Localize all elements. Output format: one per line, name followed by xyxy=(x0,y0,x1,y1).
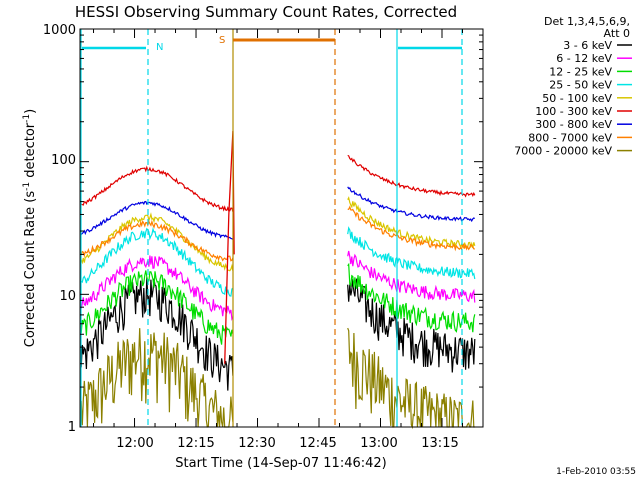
x-tick-label: 12:15 xyxy=(177,436,214,451)
legend-label: 800 - 7000 keV xyxy=(528,131,612,144)
x-axis-label: Start Time (14-Sep-07 11:46:42) xyxy=(175,456,386,471)
series-line xyxy=(347,154,476,198)
chart-title: HESSI Observing Summary Count Rates, Cor… xyxy=(75,3,457,21)
x-tick-label: 12:45 xyxy=(299,436,336,451)
legend-header: Det 1,3,4,5,6,9, xyxy=(544,15,630,28)
plot-frame xyxy=(79,28,484,428)
y-tick-label: 1 xyxy=(68,420,76,435)
series-line xyxy=(347,226,476,280)
series-line xyxy=(80,219,234,262)
night-marker-label: N xyxy=(156,42,163,53)
series-line xyxy=(347,250,476,303)
series-line xyxy=(80,200,234,240)
y-tick-label: 1000 xyxy=(43,23,76,38)
legend-label: 50 - 100 keV xyxy=(542,92,612,105)
axis-ticks xyxy=(80,29,484,428)
legend-header: Att 0 xyxy=(604,27,630,40)
series-line xyxy=(80,255,234,322)
series-line xyxy=(80,277,234,391)
footer-date: 1-Feb-2010 03:55 xyxy=(556,467,636,477)
series-line xyxy=(347,262,476,333)
legend-label: 12 - 25 keV xyxy=(549,65,612,78)
series-line xyxy=(80,227,234,297)
series-line xyxy=(347,205,475,252)
legend-label: 7000 - 20000 keV xyxy=(514,145,612,158)
x-tick-label: 13:00 xyxy=(360,436,397,451)
legend-label: 100 - 300 keV xyxy=(535,105,612,118)
series-line xyxy=(81,165,234,212)
series-line xyxy=(347,278,476,373)
y-tick-label: 10 xyxy=(59,289,76,304)
x-tick-label: 12:30 xyxy=(238,436,275,451)
legend-label: 300 - 800 keV xyxy=(535,118,612,131)
series-layer xyxy=(80,131,476,430)
series-line xyxy=(347,186,476,223)
saa-marker-label: S xyxy=(219,35,225,46)
marker-layer: NS xyxy=(80,29,463,427)
series-line xyxy=(80,212,234,272)
legend-label: 3 - 6 keV xyxy=(563,39,612,52)
y-axis-label: Corrected Count Rate (s-1 detector-1) xyxy=(22,109,38,347)
x-tick-label: 12:00 xyxy=(116,436,153,451)
y-tick-label: 100 xyxy=(51,153,76,168)
series-line xyxy=(347,327,475,430)
legend-label: 6 - 12 keV xyxy=(556,52,612,65)
legend-label: 25 - 50 keV xyxy=(549,79,612,92)
x-tick-label: 13:15 xyxy=(421,436,458,451)
series-line xyxy=(80,270,234,345)
